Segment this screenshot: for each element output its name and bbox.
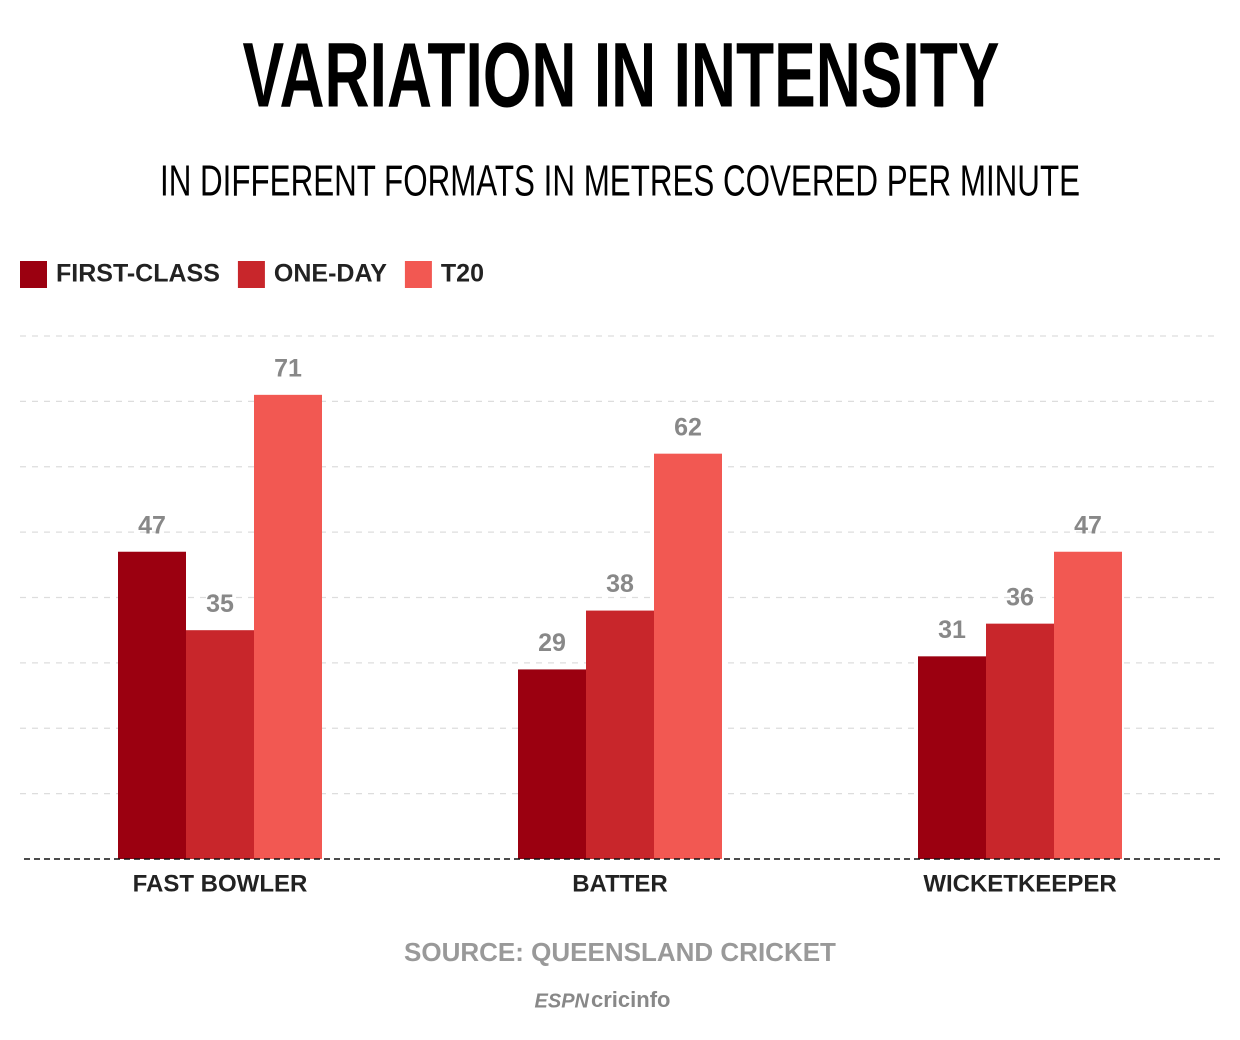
bar bbox=[986, 623, 1054, 859]
bar bbox=[654, 453, 722, 859]
bar bbox=[1054, 551, 1122, 859]
chart-subtitle: IN DIFFERENT FORMATS IN METRES COVERED P… bbox=[160, 157, 1080, 206]
bar bbox=[186, 630, 254, 859]
logo-name: cricinfo bbox=[591, 987, 670, 1012]
x-tick-label: FAST BOWLER bbox=[133, 870, 308, 897]
data-label: 31 bbox=[938, 616, 966, 644]
data-label: 35 bbox=[206, 590, 234, 618]
legend-label: FIRST-CLASS bbox=[56, 260, 220, 288]
legend-label: T20 bbox=[441, 260, 484, 288]
x-tick-label: BATTER bbox=[572, 870, 668, 897]
bar bbox=[254, 394, 322, 859]
legend-swatch bbox=[404, 261, 432, 288]
bar bbox=[918, 656, 986, 859]
legend-label: ONE-DAY bbox=[274, 260, 387, 288]
data-label: 47 bbox=[138, 511, 166, 539]
logo-brand: ESPN bbox=[535, 990, 590, 1012]
chart-title: VARIATION IN INTENSITY bbox=[243, 24, 1000, 126]
legend-swatch bbox=[237, 261, 265, 288]
bar bbox=[118, 551, 186, 859]
data-label: 71 bbox=[274, 354, 302, 382]
data-label: 29 bbox=[538, 629, 566, 657]
source: SOURCE: QUEENSLAND CRICKET bbox=[404, 937, 836, 967]
bar bbox=[586, 610, 654, 859]
data-label: 47 bbox=[1074, 511, 1102, 539]
data-label: 38 bbox=[606, 570, 634, 598]
data-label: 36 bbox=[1006, 583, 1034, 611]
legend-swatch bbox=[20, 261, 47, 288]
data-label: 62 bbox=[674, 413, 702, 441]
x-tick-label: WICKETKEEPER bbox=[923, 870, 1116, 897]
bar bbox=[518, 669, 586, 859]
